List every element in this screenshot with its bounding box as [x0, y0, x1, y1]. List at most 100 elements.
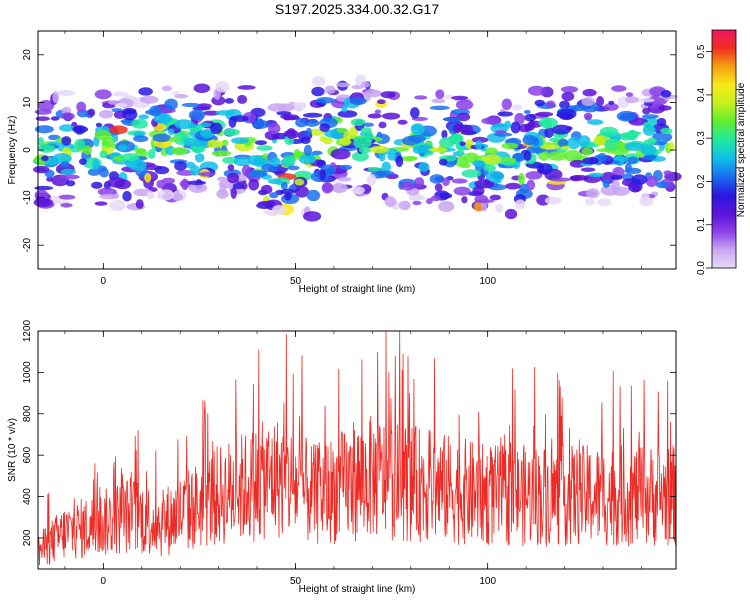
heatmap-cell: [635, 98, 655, 103]
heatmap-cell: [38, 99, 55, 112]
heatmap-cell: [362, 122, 375, 127]
heatmap-cell: [525, 171, 543, 180]
heatmap-cell: [504, 208, 518, 220]
heatmap-cell: [287, 165, 300, 171]
heatmap-cell: [32, 165, 50, 174]
heatmap-cell: [101, 136, 115, 148]
snr-y-axis-label: SNR (10 * v/v): [7, 418, 18, 482]
colorbar-tick-label: 0.2: [696, 174, 707, 188]
heatmap-cell: [569, 159, 586, 168]
heatmap-cell: [186, 123, 198, 129]
colorbar-tick-label: 0.3: [696, 131, 707, 145]
heatmap-cell: [34, 108, 52, 115]
y-tick-label: 1200: [22, 319, 33, 342]
heatmap-cell: [306, 189, 321, 202]
heatmap-cell: [616, 110, 637, 122]
heatmap-cell: [108, 100, 118, 105]
snr-series-line: [37, 330, 677, 566]
heatmap-cell: [395, 155, 404, 168]
heatmap-cell: [426, 198, 433, 205]
heatmap-cell: [140, 95, 159, 104]
heatmap-cell: [611, 85, 627, 92]
heatmap-cell: [109, 200, 126, 212]
heatmap-cell: [473, 201, 484, 212]
heatmap-cell: [60, 161, 70, 168]
heatmap-cell: [367, 113, 382, 119]
heatmap-cell: [128, 159, 147, 171]
heatmap-cell: [59, 174, 80, 180]
heatmap-cell: [52, 91, 59, 104]
heatmap-cell: [528, 119, 536, 131]
heatmap-cell: [581, 97, 595, 107]
heatmap-cell: [559, 113, 574, 121]
heatmap-cell: [588, 172, 604, 178]
heatmap-cell: [563, 150, 583, 162]
heatmap-cell: [365, 131, 374, 143]
heatmap-cell: [131, 118, 149, 129]
heatmap-cell: [434, 183, 443, 192]
heatmap-cell: [510, 121, 521, 134]
heatmap-cell: [118, 144, 128, 151]
heatmap-cell: [270, 156, 281, 167]
heatmap-cell: [216, 176, 228, 182]
heatmap-cell: [611, 179, 620, 192]
heatmap-cell: [523, 150, 532, 162]
heatmap-cell: [442, 177, 450, 187]
heatmap-cell: [336, 127, 349, 134]
heatmap-cell: [298, 154, 316, 165]
heatmap-cell: [231, 137, 249, 145]
heatmap-cell: [485, 170, 505, 183]
heatmap-cell: [451, 178, 468, 184]
heatmap-cell: [34, 185, 54, 191]
heatmap-cell: [260, 184, 273, 195]
heatmap-cell: [171, 91, 180, 96]
heatmap-cell: [407, 134, 426, 143]
colorbar-label: Normalized spectral amplitude: [736, 82, 747, 217]
heatmap-cell: [349, 96, 367, 106]
heatmap-cell: [642, 124, 656, 136]
heatmap-cell: [94, 89, 112, 100]
heatmap-cell: [631, 174, 648, 185]
heatmap-cell: [435, 89, 445, 100]
heatmap-cell: [241, 164, 252, 177]
heatmap-cell: [603, 103, 619, 111]
heatmap-cell: [61, 136, 72, 146]
heatmap-cell: [303, 211, 322, 222]
heatmap-cell: [448, 134, 462, 145]
heatmap-cell: [157, 189, 175, 201]
heatmap-cell: [135, 199, 144, 209]
heatmap-cell: [120, 153, 140, 162]
heatmap-cell: [640, 144, 657, 156]
heatmap-cell: [596, 198, 612, 206]
heatmap-cell: [33, 197, 54, 208]
heatmap-cell: [367, 167, 382, 172]
heatmap-cell: [428, 147, 448, 153]
heatmap-cell: [61, 112, 75, 120]
heatmap-cell: [161, 177, 175, 184]
heatmap-cell: [248, 178, 260, 191]
heatmap-cell: [226, 172, 240, 184]
heatmap-cell: [370, 145, 390, 154]
heatmap-cell: [79, 158, 87, 165]
heatmap-cell: [267, 178, 283, 185]
heatmap-cell: [509, 157, 517, 163]
heatmap-cell: [452, 123, 462, 134]
heatmap-cell: [387, 152, 397, 161]
heatmap-cell: [608, 100, 615, 105]
heatmap-cell: [377, 99, 386, 105]
heatmap-cell: [114, 102, 128, 108]
heatmap-cell: [303, 144, 312, 156]
heatmap-cell: [144, 172, 152, 183]
heatmap-cell: [138, 114, 149, 120]
x-tick-label: 0: [101, 276, 107, 287]
heatmap-cell: [544, 126, 554, 138]
heatmap-cell: [582, 157, 599, 165]
heatmap-cell: [60, 202, 73, 208]
heatmap-cell: [660, 127, 673, 135]
heatmap-cell: [459, 141, 466, 146]
heatmap-cell: [233, 156, 252, 167]
heatmap-cell: [544, 196, 562, 205]
heatmap-cell: [50, 116, 60, 121]
heatmap-cell: [337, 110, 358, 118]
heatmap-cell: [330, 148, 351, 160]
